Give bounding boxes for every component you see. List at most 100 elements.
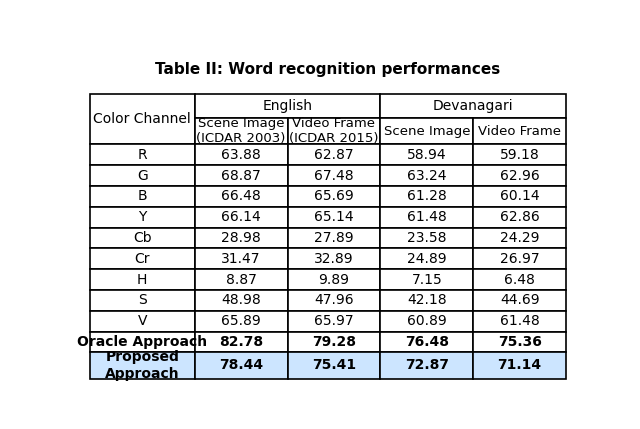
Text: V: V: [138, 314, 147, 328]
Text: 67.48: 67.48: [314, 169, 354, 183]
Bar: [473, 353, 566, 378]
Bar: [90, 94, 195, 145]
Bar: [287, 118, 380, 145]
Text: 24.29: 24.29: [500, 231, 540, 245]
Bar: [380, 311, 473, 332]
Bar: [380, 353, 473, 378]
Bar: [195, 311, 287, 332]
Text: 26.97: 26.97: [500, 252, 540, 266]
Text: H: H: [137, 273, 147, 287]
Text: Proposed
Approach: Proposed Approach: [105, 350, 180, 381]
Text: 7.15: 7.15: [412, 273, 442, 287]
Bar: [380, 248, 473, 269]
Text: 62.86: 62.86: [500, 210, 540, 224]
Bar: [473, 290, 566, 311]
Text: 61.48: 61.48: [407, 210, 447, 224]
Text: 79.28: 79.28: [312, 335, 356, 349]
Bar: [287, 290, 380, 311]
Text: Y: Y: [138, 210, 147, 224]
Bar: [473, 145, 566, 165]
Text: 61.48: 61.48: [500, 314, 540, 328]
Bar: [287, 207, 380, 228]
Bar: [380, 165, 473, 186]
Bar: [380, 228, 473, 248]
Text: 23.58: 23.58: [407, 231, 447, 245]
Bar: [287, 353, 380, 378]
Bar: [90, 290, 195, 311]
Text: English: English: [262, 100, 312, 113]
Bar: [287, 311, 380, 332]
Bar: [90, 207, 195, 228]
Text: B: B: [138, 189, 147, 203]
Text: Video Frame
(ICDAR 2015): Video Frame (ICDAR 2015): [289, 118, 379, 145]
Text: 60.89: 60.89: [407, 314, 447, 328]
Text: 72.87: 72.87: [405, 359, 449, 372]
Bar: [473, 228, 566, 248]
Text: 48.98: 48.98: [221, 293, 261, 308]
Text: Devanagari: Devanagari: [433, 100, 513, 113]
Bar: [380, 207, 473, 228]
Text: 6.48: 6.48: [504, 273, 535, 287]
Text: S: S: [138, 293, 147, 308]
Bar: [287, 248, 380, 269]
Bar: [473, 311, 566, 332]
Bar: [90, 165, 195, 186]
Text: Cr: Cr: [134, 252, 150, 266]
Text: 68.87: 68.87: [221, 169, 261, 183]
Text: 27.89: 27.89: [314, 231, 354, 245]
Bar: [90, 186, 195, 207]
Text: 60.14: 60.14: [500, 189, 540, 203]
Bar: [90, 269, 195, 290]
Text: 66.14: 66.14: [221, 210, 261, 224]
Text: Scene Image: Scene Image: [383, 125, 470, 138]
Text: 31.47: 31.47: [221, 252, 261, 266]
Bar: [473, 332, 566, 353]
Text: 9.89: 9.89: [319, 273, 349, 287]
Text: Scene Image
(ICDAR 2003): Scene Image (ICDAR 2003): [196, 118, 286, 145]
Text: Table II: Word recognition performances: Table II: Word recognition performances: [156, 62, 500, 77]
Bar: [380, 186, 473, 207]
Bar: [90, 353, 195, 378]
Bar: [90, 332, 195, 353]
Text: 65.97: 65.97: [314, 314, 354, 328]
Bar: [195, 332, 287, 353]
Text: 65.69: 65.69: [314, 189, 354, 203]
Text: 76.48: 76.48: [405, 335, 449, 349]
Bar: [195, 353, 287, 378]
Text: 66.48: 66.48: [221, 189, 261, 203]
Bar: [195, 145, 287, 165]
Bar: [380, 94, 566, 118]
Text: 65.14: 65.14: [314, 210, 354, 224]
Bar: [473, 186, 566, 207]
Bar: [380, 269, 473, 290]
Text: 75.36: 75.36: [498, 335, 541, 349]
Bar: [90, 145, 195, 165]
Text: 71.14: 71.14: [497, 359, 541, 372]
Text: 8.87: 8.87: [226, 273, 257, 287]
Bar: [473, 207, 566, 228]
Bar: [195, 248, 287, 269]
Text: Video Frame: Video Frame: [478, 125, 561, 138]
Bar: [195, 207, 287, 228]
Text: 65.89: 65.89: [221, 314, 261, 328]
Text: 44.69: 44.69: [500, 293, 540, 308]
Bar: [195, 228, 287, 248]
Bar: [473, 118, 566, 145]
Text: Color Channel: Color Channel: [93, 112, 191, 127]
Bar: [287, 269, 380, 290]
Text: 32.89: 32.89: [314, 252, 354, 266]
Bar: [473, 269, 566, 290]
Bar: [287, 332, 380, 353]
Bar: [195, 165, 287, 186]
Bar: [90, 248, 195, 269]
Text: R: R: [138, 148, 147, 162]
Text: 63.24: 63.24: [407, 169, 447, 183]
Bar: [90, 311, 195, 332]
Text: 62.87: 62.87: [314, 148, 354, 162]
Bar: [380, 290, 473, 311]
Bar: [473, 248, 566, 269]
Bar: [287, 186, 380, 207]
Bar: [287, 145, 380, 165]
Bar: [473, 165, 566, 186]
Text: G: G: [137, 169, 148, 183]
